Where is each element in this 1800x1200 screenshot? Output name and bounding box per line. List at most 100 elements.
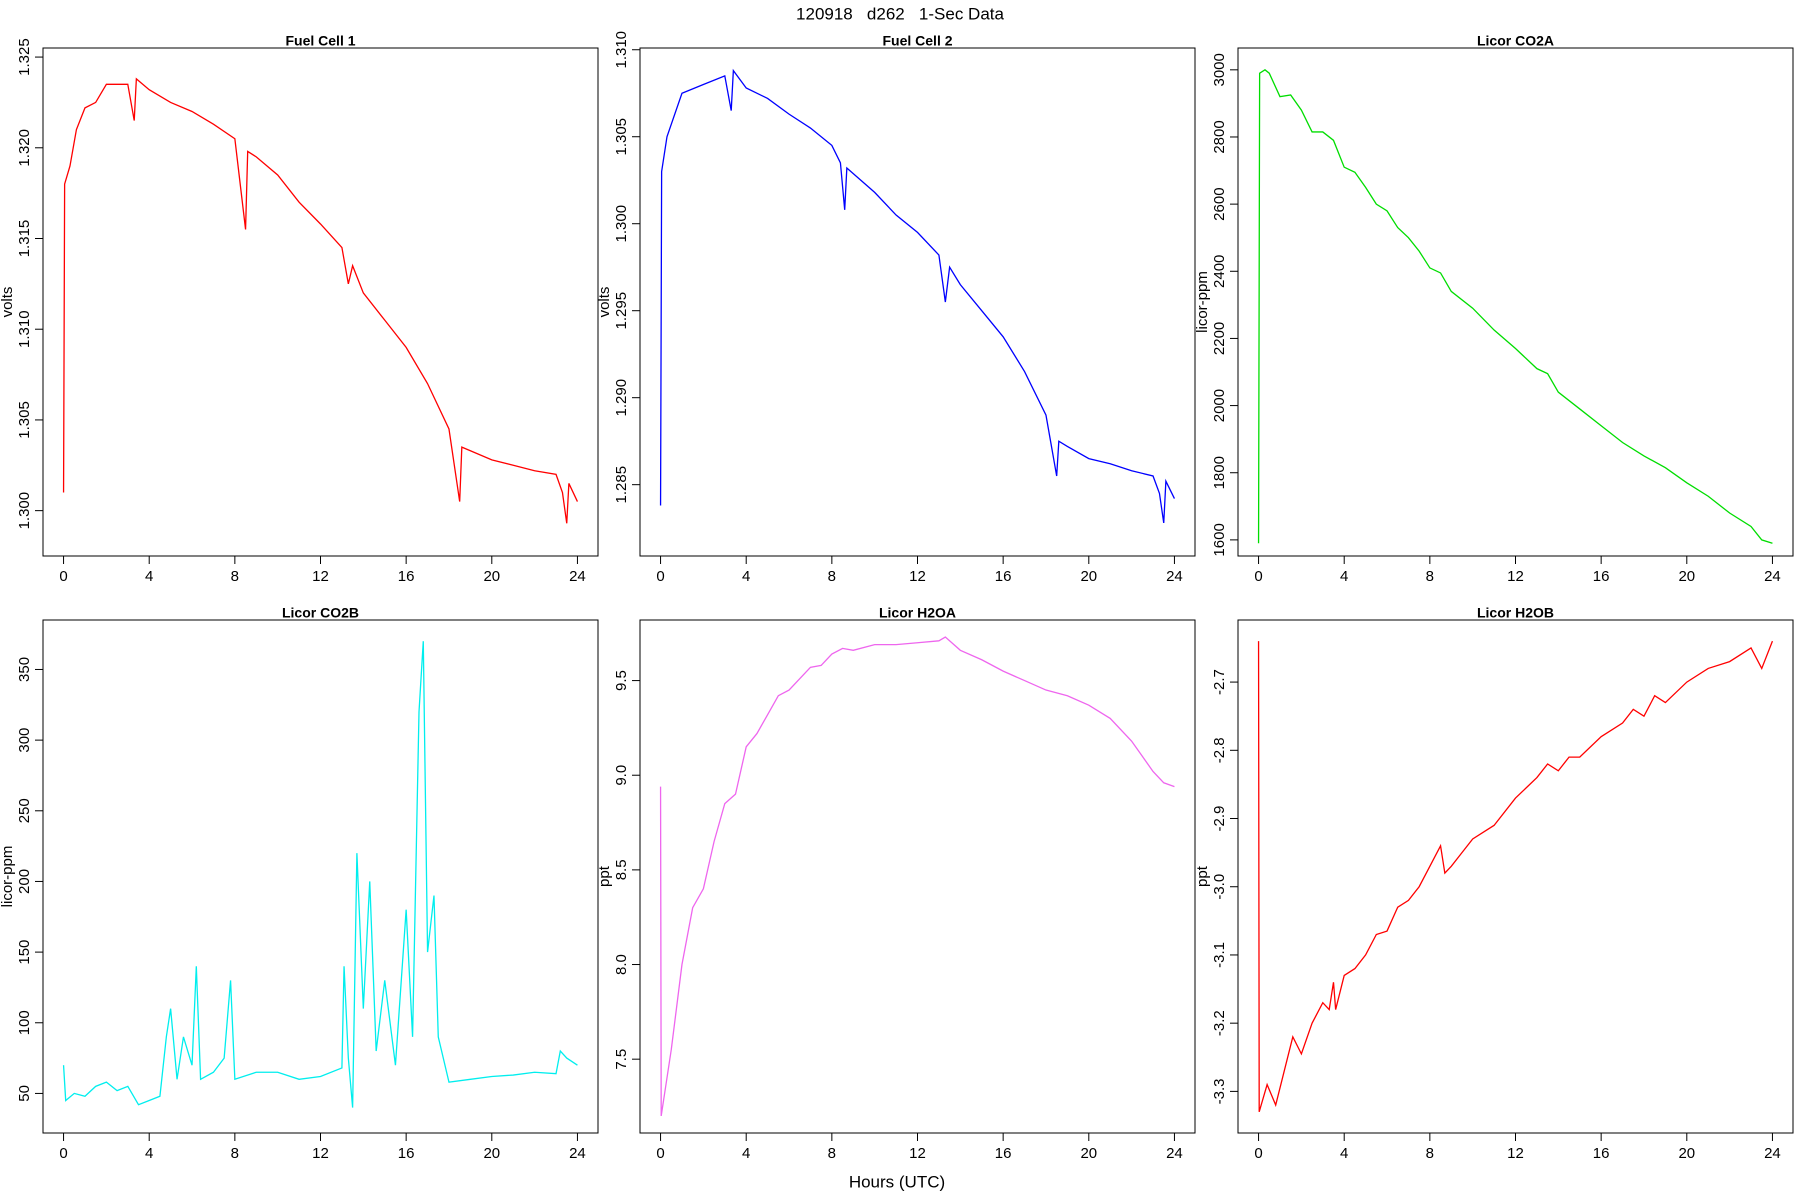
x-tick-label: 8 [828,1145,836,1162]
x-tick-label: 0 [656,1145,664,1162]
x-tick-label: 12 [312,1145,329,1162]
x-tick-label: 4 [145,568,153,585]
y-tick-label: -3.1 [1211,942,1228,968]
x-tick-label: 0 [1254,1145,1262,1162]
panel-title: Fuel Cell 1 [285,33,355,49]
y-tick-label: 8.5 [613,859,630,880]
y-tick-label: 1.320 [16,129,33,167]
x-tick-label: 16 [398,568,415,585]
y-tick-label: 1.295 [613,292,630,330]
x-tick-label: 16 [398,1145,415,1162]
y-tick-label: -3.0 [1211,874,1228,900]
panel-title: Licor CO2A [1477,33,1554,49]
y-tick-label: 1600 [1211,523,1228,556]
y-axis-label: ppt [596,865,613,887]
data-line [659,68,1176,524]
x-tick-label: 0 [656,568,664,585]
x-tick-label: 12 [909,1145,926,1162]
y-tick-label: 2200 [1211,322,1228,355]
y-axis-label: ppt [1194,865,1211,887]
y-tick-label: 2400 [1211,255,1228,288]
x-tick-label: 20 [483,1145,500,1162]
y-tick-label: 150 [16,940,33,965]
data-line [62,641,578,1108]
y-tick-label: 200 [16,869,33,894]
y-tick-label: 1.310 [613,31,630,69]
x-tick-label: 16 [1593,1145,1610,1162]
x-tick-label: 12 [312,568,329,585]
x-tick-label: 8 [1426,1145,1434,1162]
figure-title: 120918 d262 1-Sec Data [796,4,1004,23]
y-tick-label: 9.0 [613,765,630,786]
x-tick-label: 20 [1678,568,1695,585]
panel: Licor CO2A licor-ppm 0 4 8 12 16 20 24 1600 1800 20… [1194,33,1794,585]
y-tick-label: 1800 [1211,456,1228,489]
x-axis-label: Hours (UTC) [849,1172,945,1191]
y-tick-label: 100 [16,1010,33,1035]
x-tick-label: 20 [1678,1145,1695,1162]
y-tick-label: 9.5 [613,670,630,691]
y-axis-label: licor-ppm [0,846,16,908]
data-line [659,636,1175,1117]
y-tick-label: 3000 [1211,53,1228,86]
x-tick-label: 16 [995,568,1012,585]
y-tick-label: -2.9 [1211,806,1228,832]
y-tick-label: 2000 [1211,389,1228,422]
y-axis-label: volts [596,287,613,318]
data-line [62,77,579,524]
y-tick-label: 2800 [1211,120,1228,153]
y-tick-label: -3.3 [1211,1078,1228,1104]
x-tick-label: 12 [1507,1145,1524,1162]
x-tick-label: 24 [569,568,586,585]
y-tick-label: 1.315 [16,220,33,258]
y-tick-label: 1.300 [16,492,33,530]
x-tick-label: 0 [59,568,67,585]
x-tick-label: 12 [1507,568,1524,585]
y-tick-label: 2600 [1211,187,1228,220]
x-tick-label: 20 [1080,568,1097,585]
x-tick-label: 16 [995,1145,1012,1162]
panel-title: Fuel Cell 2 [882,33,952,49]
x-tick-label: 20 [1080,1145,1097,1162]
x-tick-label: 16 [1593,568,1610,585]
y-tick-label: 50 [16,1085,33,1102]
x-tick-label: 24 [569,1145,586,1162]
y-axis-label: licor-ppm [1194,271,1211,333]
y-tick-label: -3.2 [1211,1010,1228,1036]
data-line [1257,640,1774,1113]
x-tick-label: 8 [231,568,239,585]
y-axis-label: volts [0,287,16,318]
data-line [1257,69,1773,544]
y-tick-label: 1.305 [613,118,630,156]
x-tick-label: 12 [909,568,926,585]
y-tick-label: 1.325 [16,38,33,76]
x-tick-label: 24 [1764,1145,1781,1162]
y-tick-label: 1.285 [613,466,630,504]
x-tick-label: 8 [828,568,836,585]
x-tick-label: 24 [1764,568,1781,585]
y-tick-label: -2.8 [1211,737,1228,763]
panel: Licor H2OA ppt 0 4 8 12 16 20 24 7.5 8.0 8.5 9.0 9.5 [596,605,1196,1162]
panel: Licor H2OB ppt 0 4 8 12 16 20 24 -3.3 -3.2 -3.1 -3.0… [1194,605,1794,1162]
panel: Fuel Cell 2 volts 0 4 8 12 16 20 24 1.285 1.290 1.2… [596,31,1196,585]
x-tick-label: 8 [231,1145,239,1162]
y-tick-label: 1.305 [16,401,33,439]
x-tick-label: 8 [1426,568,1434,585]
x-tick-label: 0 [59,1145,67,1162]
y-tick-label: 8.0 [613,954,630,975]
panel-title: Licor H2OA [879,605,956,621]
x-tick-label: 4 [1340,1145,1348,1162]
x-tick-label: 24 [1166,568,1183,585]
x-tick-label: 4 [742,1145,750,1162]
x-tick-label: 4 [145,1145,153,1162]
x-tick-label: 4 [1340,568,1348,585]
panel: Fuel Cell 1 volts 0 4 8 12 16 20 24 1.300 1.305 1.3… [0,33,599,585]
y-tick-label: 7.5 [613,1049,630,1070]
panel-title: Licor H2OB [1477,605,1554,621]
y-tick-label: 1.290 [613,379,630,417]
y-tick-label: 1.310 [16,310,33,348]
panel: Licor CO2B licor-ppm 0 4 8 12 16 20 24 50 100 150 20… [0,605,599,1162]
